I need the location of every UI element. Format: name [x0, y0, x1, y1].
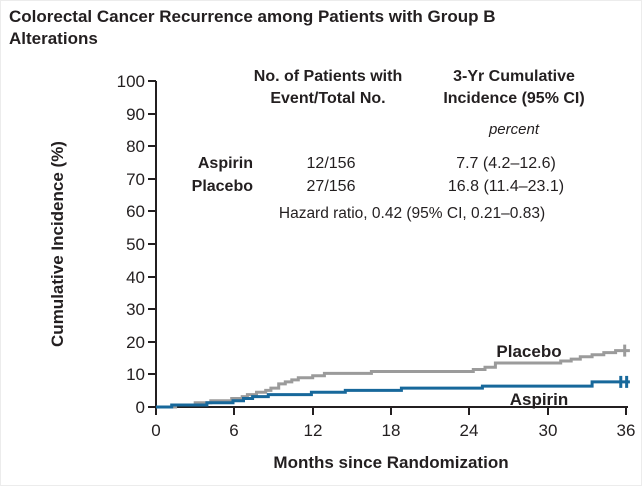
events-column-header-line1: No. of Patients with	[253, 68, 403, 85]
x-tick-label: 12	[304, 421, 323, 440]
y-tick-label: 100	[117, 72, 145, 91]
events-column-header-line2: Event/Total No.	[270, 90, 386, 107]
incidence-column-header-line1: 3-Yr Cumulative	[453, 68, 575, 85]
group-label-placebo: Placebo	[191, 178, 253, 195]
aspirin-events-value: 12/156	[306, 155, 356, 172]
group-label-aspirin: Aspirin	[197, 155, 253, 172]
x-tick-label: 0	[151, 421, 160, 440]
y-tick-label: 30	[126, 300, 145, 319]
x-tick-label: 18	[382, 421, 401, 440]
y-tick-label: 80	[126, 137, 145, 156]
y-tick-label: 70	[126, 170, 145, 189]
y-tick-labels: 0 10 20 30 40 50 60 70 80 90 100	[117, 72, 145, 417]
cumulative-incidence-plot: 0 10 20 30 40 50 60 70 80 90 100 0 6 12 …	[48, 72, 635, 472]
y-tick-label: 50	[126, 235, 145, 254]
aspirin-incidence-value: 7.7 (4.2–12.6)	[456, 155, 556, 172]
y-tick-label: 0	[136, 398, 145, 417]
y-tick-label: 10	[126, 365, 145, 384]
placebo-curve	[156, 349, 630, 409]
y-axis-title: Cumulative Incidence (%)	[48, 141, 67, 347]
aspirin-curve	[156, 380, 630, 409]
x-tick-label: 6	[229, 421, 238, 440]
x-tick-label: 30	[539, 421, 558, 440]
aspirin-curve-label: Aspirin	[510, 390, 569, 409]
percent-unit-note: percent	[488, 121, 540, 138]
placebo-events-value: 27/156	[306, 178, 356, 195]
incidence-column-header-line2: Incidence (95% CI)	[443, 90, 585, 107]
y-tick-marks	[148, 80, 156, 408]
placebo-curve-label: Placebo	[496, 342, 561, 361]
x-tick-labels: 0 6 12 18 24 30 36	[151, 421, 635, 440]
y-tick-label: 40	[126, 268, 145, 287]
y-tick-label: 20	[126, 333, 145, 352]
x-axis-title: Months since Randomization	[273, 453, 508, 472]
y-tick-label: 90	[126, 105, 145, 124]
hazard-ratio-note: Hazard ratio, 0.42 (95% CI, 0.21–0.83)	[278, 205, 546, 222]
figure-title: Colorectal Cancer Recurrence among Patie…	[9, 7, 496, 49]
placebo-incidence-value: 16.8 (11.4–23.1)	[447, 178, 565, 195]
x-tick-label: 36	[617, 421, 636, 440]
aspirin-censor-ticks	[619, 375, 629, 388]
x-tick-label: 24	[460, 421, 479, 440]
y-tick-label: 60	[126, 202, 145, 221]
